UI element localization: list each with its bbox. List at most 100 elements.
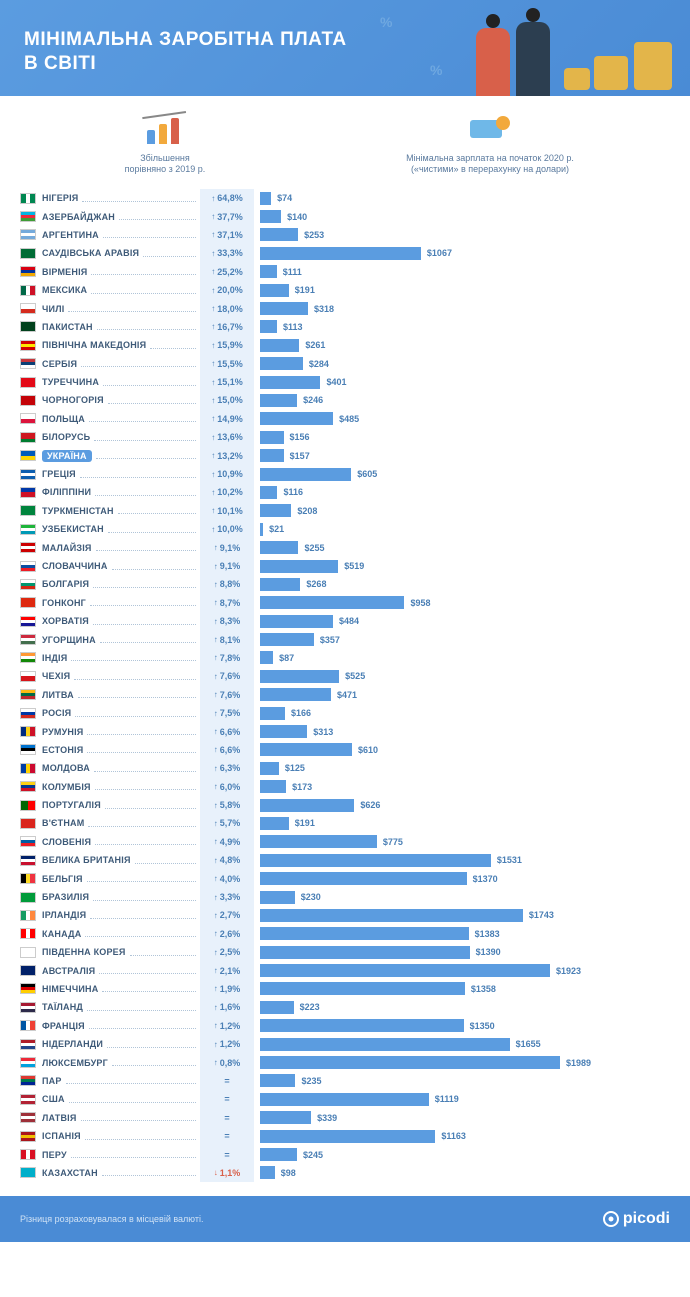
wage-bar: [260, 228, 298, 241]
table-row: ТУРЕЧЧИНА↑15,1%$401: [20, 373, 670, 391]
wage-value: $1531: [497, 855, 522, 865]
flag-icon: [20, 1002, 36, 1013]
wage-bar-cell: $223: [254, 1001, 604, 1014]
dot-leader: [103, 231, 196, 238]
arrow-up-icon: ↑: [214, 672, 218, 681]
percent-change-cell: ↑6,3%: [200, 759, 254, 777]
arrow-up-icon: ↑: [211, 304, 215, 313]
percent-value: 1,1%: [220, 1168, 241, 1178]
country-cell: ПАР: [20, 1075, 200, 1086]
percent-change-cell: ↑16,7%: [200, 318, 254, 336]
flag-icon: [20, 836, 36, 847]
wage-bar: [260, 284, 289, 297]
arrow-up-icon: ↑: [214, 911, 218, 920]
percent-change-cell: ↑37,1%: [200, 226, 254, 244]
country-name: ІРЛАНДІЯ: [42, 910, 86, 920]
percent-change-cell: ↑25,2%: [200, 263, 254, 281]
flag-icon: [20, 211, 36, 222]
percent-change-cell: ↑6,0%: [200, 778, 254, 796]
arrow-up-icon: ↑: [211, 470, 215, 479]
wage-bar-cell: $21: [254, 523, 604, 536]
table-row: ГОНКОНГ↑8,7%$958: [20, 594, 670, 612]
country-cell: ВІРМЕНІЯ: [20, 266, 200, 277]
country-name: НІДЕРЛАНДИ: [42, 1039, 103, 1049]
arrow-up-icon: ↑: [214, 598, 218, 607]
country-name: ПОЛЬЩА: [42, 414, 85, 424]
wage-value: $166: [291, 708, 311, 718]
flag-icon: [20, 229, 36, 240]
wage-bar: [260, 468, 351, 481]
wage-bar: [260, 707, 285, 720]
arrow-up-icon: ↑: [214, 1058, 218, 1067]
percent-value: 16,7%: [217, 322, 243, 332]
percent-value: 6,0%: [220, 782, 241, 792]
percent-change-cell: ↑10,9%: [200, 465, 254, 483]
percent-change-cell: ↑1,2%: [200, 1035, 254, 1053]
left-column-header: Збільшення порівняно з 2019 р.: [20, 114, 310, 176]
wage-bar-cell: $1163: [254, 1130, 604, 1143]
flag-icon: [20, 965, 36, 976]
percent-value: 7,6%: [220, 690, 241, 700]
percent-value: 15,0%: [217, 395, 243, 405]
dot-leader: [99, 967, 196, 974]
country-cell: АВСТРАЛІЯ: [20, 965, 200, 976]
wage-bar-cell: $140: [254, 210, 604, 223]
percent-value: =: [224, 1094, 229, 1104]
percent-value: 15,1%: [217, 377, 243, 387]
percent-change-cell: ↑14,9%: [200, 410, 254, 428]
table-row: ПІВДЕННА КОРЕЯ↑2,5%$1390: [20, 943, 670, 961]
country-name: ЛИТВА: [42, 690, 74, 700]
country-cell: ВЕЛИКА БРИТАНІЯ: [20, 855, 200, 866]
wage-bar: [260, 302, 308, 315]
wage-value: $1350: [470, 1021, 495, 1031]
flag-icon: [20, 377, 36, 388]
table-row: БЕЛЬГІЯ↑4,0%$1370: [20, 869, 670, 887]
percent-value: 1,2%: [220, 1021, 241, 1031]
wage-value: $626: [360, 800, 380, 810]
percent-value: 4,8%: [220, 855, 241, 865]
brand-logo-icon: [603, 1211, 619, 1227]
dot-leader: [88, 820, 196, 827]
flag-icon: [20, 763, 36, 774]
wage-bar-cell: $1067: [254, 247, 604, 260]
wage-bar: [260, 541, 298, 554]
country-cell: ЛАТВІЯ: [20, 1112, 200, 1123]
wage-bar: [260, 1111, 311, 1124]
country-cell: ЕСТОНІЯ: [20, 744, 200, 755]
dot-leader: [94, 434, 196, 441]
country-cell: ПОРТУГАЛІЯ: [20, 800, 200, 811]
dot-leader: [93, 581, 196, 588]
flag-icon: [20, 1149, 36, 1160]
table-row: ЧОРНОГОРІЯ↑15,0%$246: [20, 391, 670, 409]
flag-icon: [20, 1020, 36, 1031]
wage-bar-cell: $166: [254, 707, 604, 720]
wage-bar: [260, 210, 281, 223]
wage-bar-cell: $484: [254, 615, 604, 628]
percent-value: =: [224, 1113, 229, 1123]
percent-change-cell: ↑37,7%: [200, 207, 254, 225]
arrow-up-icon: ↑: [214, 580, 218, 589]
table-row: КОЛУМБІЯ↑6,0%$173: [20, 778, 670, 796]
wage-bar: [260, 982, 465, 995]
percent-change-cell: ↑5,8%: [200, 796, 254, 814]
wage-bar-cell: $255: [254, 541, 604, 554]
wage-bar-cell: $485: [254, 412, 604, 425]
percent-value: 18,0%: [217, 304, 243, 314]
wage-bar-cell: $1119: [254, 1093, 604, 1106]
wage-bar: [260, 1038, 510, 1051]
flag-icon: [20, 983, 36, 994]
wage-bar: [260, 891, 295, 904]
country-name: ЛЮКСЕМБУРГ: [42, 1058, 108, 1068]
country-name: ПЕРУ: [42, 1150, 67, 1160]
country-name: США: [42, 1094, 65, 1104]
country-cell: ТУРКМЕНІСТАН: [20, 505, 200, 516]
percent-value: 33,3%: [217, 248, 243, 258]
percent-value: 7,6%: [220, 671, 241, 681]
wage-bar-cell: $525: [254, 670, 604, 683]
table-row: ВЕЛИКА БРИТАНІЯ↑4,8%$1531: [20, 851, 670, 869]
wage-value: $255: [304, 543, 324, 553]
percent-value: 64,8%: [217, 193, 243, 203]
wage-bar: [260, 835, 377, 848]
dot-leader: [89, 1022, 196, 1029]
dot-leader: [102, 985, 196, 992]
